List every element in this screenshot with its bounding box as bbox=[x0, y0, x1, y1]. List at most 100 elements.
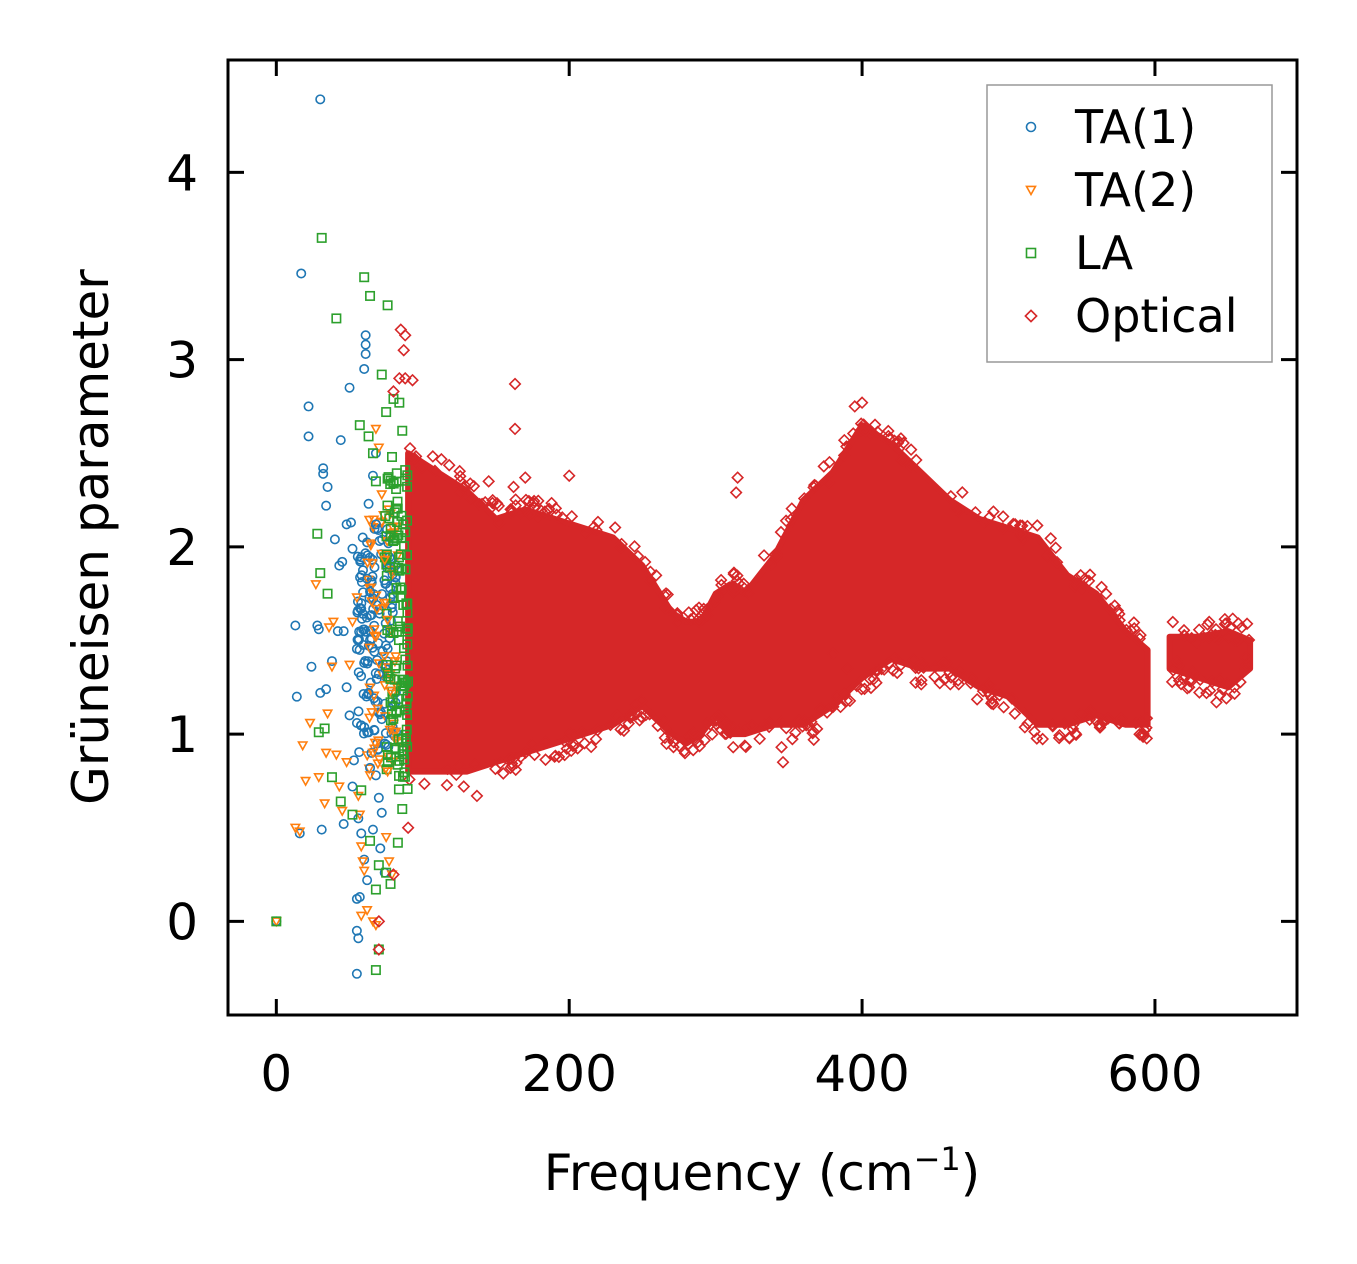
optical-point bbox=[826, 647, 840, 660]
x-tick-label: 0 bbox=[260, 1045, 292, 1103]
optical-point bbox=[753, 732, 767, 746]
optical-point bbox=[667, 735, 681, 749]
ta-2-point bbox=[364, 771, 376, 782]
la-point bbox=[365, 835, 376, 846]
optical-point bbox=[710, 718, 724, 731]
optical-point bbox=[523, 507, 536, 521]
ta-2-point bbox=[376, 490, 388, 501]
ta-2-point bbox=[297, 741, 309, 752]
scatter-points bbox=[270, 94, 1256, 979]
optical-point bbox=[863, 672, 877, 686]
optical-point bbox=[1005, 692, 1019, 705]
optical-point bbox=[435, 452, 448, 466]
ta-2-point bbox=[304, 718, 316, 729]
optical-point bbox=[1129, 716, 1143, 730]
optical-point bbox=[937, 656, 950, 670]
optical-point bbox=[644, 565, 657, 579]
la-point bbox=[394, 565, 405, 576]
ta-1-point bbox=[315, 94, 326, 105]
legend-marker bbox=[1024, 309, 1038, 323]
optical-point bbox=[1133, 632, 1147, 646]
optical-point bbox=[492, 499, 506, 513]
ta-2-point bbox=[323, 623, 335, 634]
optical-point bbox=[589, 732, 603, 746]
ta-1-point bbox=[360, 348, 371, 359]
ta-1-point bbox=[347, 543, 358, 554]
ta-1-point bbox=[375, 843, 386, 854]
la-point bbox=[365, 290, 376, 301]
ta-1-point bbox=[369, 725, 380, 736]
optical-point bbox=[859, 421, 873, 435]
ta-2-point bbox=[363, 764, 375, 775]
ta-2-point bbox=[369, 738, 381, 749]
optical-point bbox=[548, 750, 561, 763]
legend-marker bbox=[1025, 247, 1037, 259]
la-point bbox=[391, 503, 402, 514]
optical-point bbox=[518, 471, 532, 484]
optical-point bbox=[717, 584, 731, 598]
optical-point bbox=[405, 451, 418, 465]
optical-point bbox=[415, 461, 429, 475]
optical-point bbox=[1089, 714, 1103, 728]
optical-point bbox=[890, 666, 904, 680]
optical-point bbox=[1210, 695, 1223, 709]
optical-point bbox=[969, 505, 982, 519]
ta-1-point bbox=[376, 807, 387, 818]
optical-point bbox=[635, 694, 648, 708]
ta-2-point bbox=[322, 709, 334, 720]
optical-point bbox=[985, 695, 999, 709]
optical-point bbox=[838, 687, 851, 701]
optical-point bbox=[882, 429, 895, 443]
optical-point bbox=[418, 777, 431, 791]
optical-point bbox=[825, 700, 839, 713]
ta-2-point bbox=[355, 911, 367, 922]
optical-point bbox=[1053, 728, 1066, 742]
optical-point bbox=[539, 753, 552, 767]
ta-1-point bbox=[329, 534, 340, 545]
optical-point bbox=[614, 723, 628, 736]
optical-point bbox=[1193, 673, 1207, 687]
la-point bbox=[398, 599, 409, 610]
optical-point bbox=[841, 662, 854, 675]
ta-2-point bbox=[319, 799, 331, 810]
ta-1-point bbox=[344, 382, 355, 393]
optical-point bbox=[408, 452, 422, 465]
optical-point bbox=[504, 761, 518, 775]
la-point bbox=[382, 300, 393, 311]
la-point bbox=[316, 232, 327, 243]
optical-point bbox=[944, 671, 958, 684]
optical-point bbox=[1014, 529, 1028, 542]
optical-point bbox=[742, 587, 755, 600]
la-point bbox=[400, 465, 411, 476]
la-point bbox=[382, 749, 393, 760]
ta-2-point bbox=[378, 652, 391, 663]
optical-point bbox=[904, 443, 918, 457]
ta-2-point bbox=[383, 857, 395, 868]
optical-point bbox=[387, 385, 400, 398]
ta-1-point bbox=[357, 532, 368, 543]
y-tick-label: 2 bbox=[166, 519, 198, 577]
la-point bbox=[388, 627, 399, 638]
ta-1-point bbox=[365, 677, 376, 688]
optical-point bbox=[678, 746, 692, 760]
ta-1-point bbox=[363, 498, 374, 509]
ta-2-point bbox=[373, 755, 386, 766]
optical-point bbox=[928, 660, 942, 674]
la-point bbox=[398, 674, 409, 685]
optical-point bbox=[727, 567, 741, 581]
optical-point bbox=[764, 558, 778, 571]
ta-1-point bbox=[358, 587, 369, 598]
la-point bbox=[354, 420, 365, 431]
ta-2-point bbox=[384, 725, 396, 736]
ta-2-point bbox=[326, 662, 338, 673]
la-point bbox=[400, 729, 411, 740]
optical-point bbox=[372, 943, 386, 956]
optical-point bbox=[687, 726, 700, 739]
ta-2-point bbox=[357, 857, 369, 868]
optical-point bbox=[897, 452, 910, 466]
la-point bbox=[380, 511, 391, 522]
la-point bbox=[322, 588, 333, 599]
optical-point bbox=[693, 739, 706, 753]
la-point bbox=[385, 878, 396, 889]
